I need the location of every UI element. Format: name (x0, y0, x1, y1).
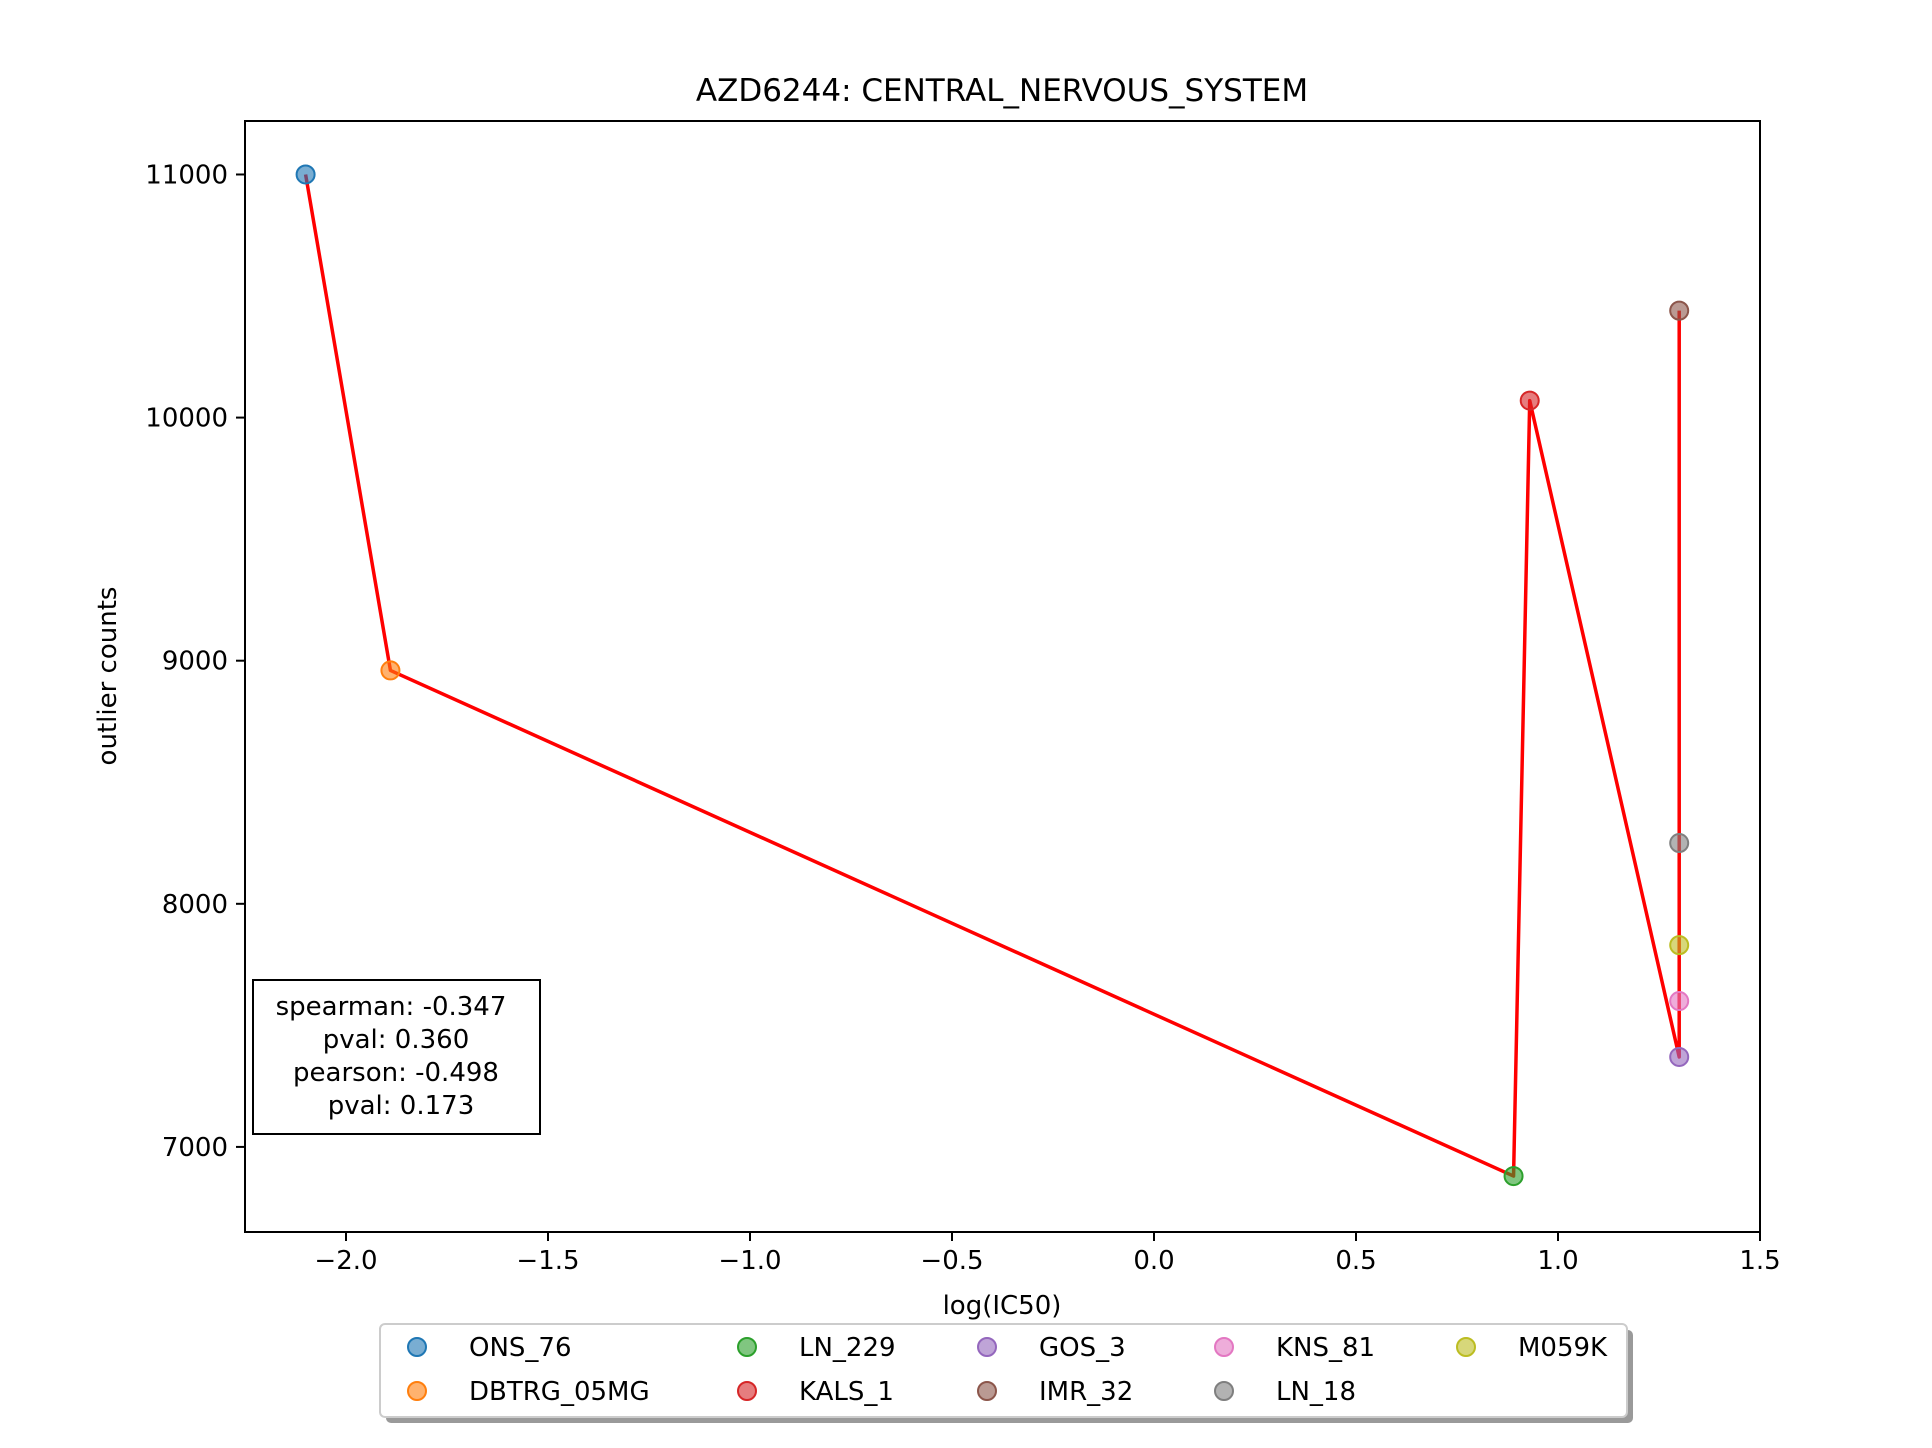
data-point-ons-76 (295, 164, 316, 185)
stats-pearson: pearson: -0.498 (293, 1058, 499, 1088)
data-point-ln-229 (1503, 1166, 1524, 1187)
x-axis-ticks: −2.0 −1.5 −1.0 −0.5 0.0 0.5 1.0 1.5 (314, 1232, 1781, 1276)
legend: ONS_76 DBTRG_05MG LN_229 KALS_1 GOS_3 IMR_32 K… (379, 1323, 1633, 1423)
x-axis-label: log(IC50) (943, 1291, 1062, 1321)
x-tick-label: 1.5 (1739, 1246, 1780, 1276)
x-tick-label: 0.5 (1335, 1246, 1376, 1276)
legend-marker (977, 1337, 997, 1357)
legend-label: M059K (1518, 1333, 1608, 1363)
legend-marker (737, 1337, 757, 1357)
legend-label: GOS_3 (1039, 1333, 1126, 1363)
trend-line (303, 174, 1681, 1178)
data-points (295, 164, 1690, 1187)
data-point-kals-1 (1519, 390, 1540, 411)
stats-pval-2: pval: 0.173 (328, 1091, 475, 1121)
legend-label: KNS_81 (1276, 1333, 1375, 1363)
data-point-kns-81 (1669, 991, 1690, 1012)
legend-label: LN_229 (799, 1333, 896, 1363)
legend-label: KALS_1 (799, 1377, 894, 1407)
y-tick-label: 9000 (162, 647, 228, 677)
data-point-m059k (1669, 935, 1690, 956)
legend-label: LN_18 (1276, 1377, 1356, 1407)
stats-spearman: spearman: -0.347 (276, 992, 507, 1022)
stats-box: spearman: -0.347 pval: 0.360 pearson: -0… (252, 979, 541, 1135)
y-tick-label: 8000 (162, 890, 228, 920)
legend-label: DBTRG_05MG (469, 1377, 650, 1407)
x-tick-label: −2.0 (314, 1246, 377, 1276)
legend-marker (1456, 1337, 1476, 1357)
legend-label: IMR_32 (1039, 1377, 1133, 1407)
legend-marker (407, 1337, 427, 1357)
legend-marker (977, 1381, 997, 1401)
legend-marker (1214, 1337, 1234, 1357)
y-tick-label: 10000 (145, 404, 228, 434)
y-axis-ticks: 7000 8000 9000 10000 11000 (145, 160, 245, 1163)
y-tick-label: 7000 (162, 1133, 228, 1163)
data-point-ln-18 (1669, 833, 1690, 854)
stats-pval-1: pval: 0.360 (323, 1025, 470, 1055)
data-point-dbtrg-05mg (380, 660, 401, 681)
x-tick-label: 0.0 (1133, 1246, 1174, 1276)
x-tick-label: −1.0 (718, 1246, 781, 1276)
legend-label: ONS_76 (469, 1333, 572, 1363)
chart-title: AZD6244: CENTRAL_NERVOUS_SYSTEM (696, 73, 1308, 109)
data-point-imr-32 (1669, 300, 1690, 321)
y-axis-label: outlier counts (93, 587, 123, 766)
data-point-gos-3 (1669, 1046, 1690, 1067)
x-tick-label: −1.5 (516, 1246, 579, 1276)
y-tick-label: 11000 (145, 160, 228, 190)
legend-marker (737, 1381, 757, 1401)
legend-marker (407, 1381, 427, 1401)
x-tick-label: 1.0 (1537, 1246, 1578, 1276)
legend-marker (1214, 1381, 1234, 1401)
x-tick-label: −0.5 (920, 1246, 983, 1276)
